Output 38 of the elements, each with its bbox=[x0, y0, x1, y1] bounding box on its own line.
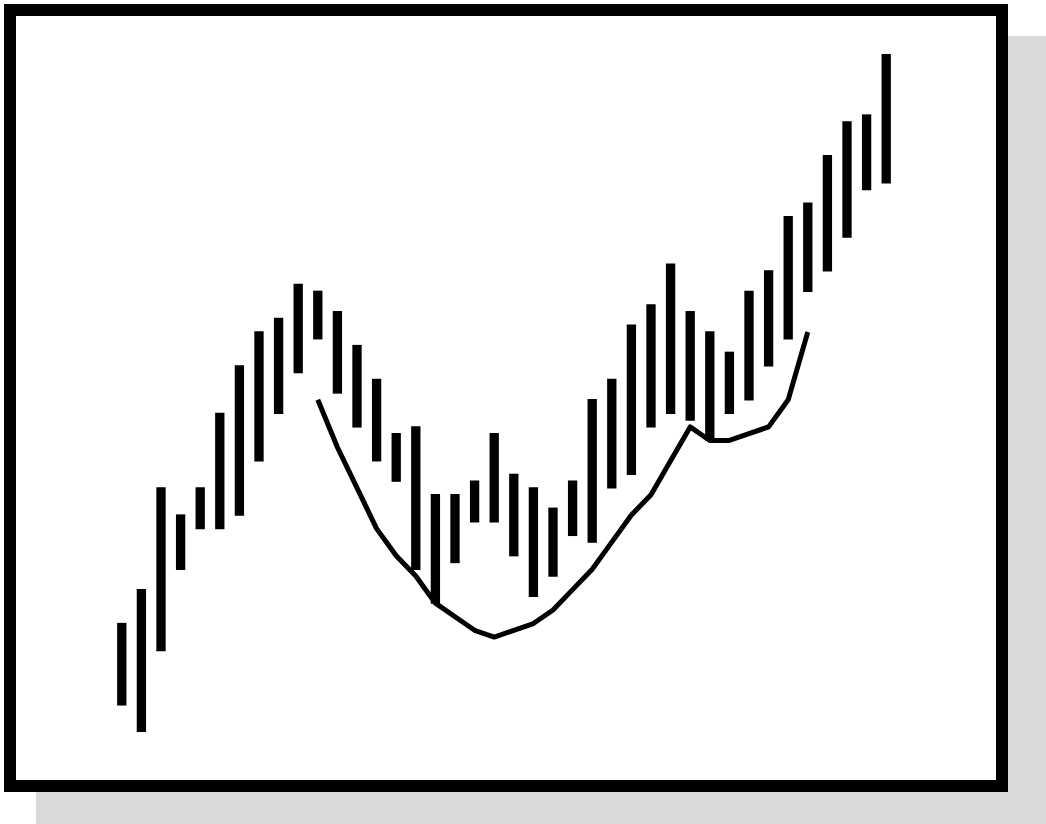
candlestick bbox=[744, 290, 754, 401]
candlestick bbox=[763, 270, 774, 367]
candlestick bbox=[881, 54, 891, 184]
candlestick bbox=[450, 494, 460, 564]
candlestick bbox=[665, 263, 676, 414]
candlestick bbox=[391, 432, 401, 483]
candlestick bbox=[371, 378, 382, 462]
candlestick bbox=[411, 425, 421, 571]
candlestick bbox=[175, 514, 186, 570]
candlestick bbox=[646, 303, 656, 429]
candlestick bbox=[195, 486, 205, 531]
candlestick bbox=[273, 317, 284, 414]
candlestick bbox=[156, 487, 166, 652]
candlestick bbox=[509, 473, 519, 557]
candlestick bbox=[352, 344, 362, 428]
candlestick bbox=[567, 480, 578, 537]
candlestick bbox=[293, 283, 303, 374]
candlestick bbox=[724, 351, 735, 414]
candlestick bbox=[842, 120, 852, 239]
candlestick bbox=[587, 398, 597, 544]
candlestick bbox=[528, 487, 539, 598]
candlestick bbox=[136, 588, 147, 732]
candlestick bbox=[822, 155, 833, 272]
candlestick bbox=[117, 622, 127, 706]
candlestick bbox=[313, 290, 323, 340]
candlestick bbox=[254, 331, 264, 462]
candlestick bbox=[234, 364, 245, 517]
candlestick bbox=[803, 202, 813, 292]
candlestick bbox=[607, 378, 617, 489]
candlestick bbox=[215, 412, 225, 530]
candlestick bbox=[783, 216, 793, 340]
candlestick bbox=[332, 310, 343, 394]
candlestick bbox=[548, 507, 558, 577]
candlestick bbox=[469, 480, 480, 523]
candlestick bbox=[430, 494, 441, 604]
candlestick bbox=[489, 433, 499, 523]
candlestick bbox=[626, 324, 637, 476]
candlestick bbox=[861, 114, 872, 191]
